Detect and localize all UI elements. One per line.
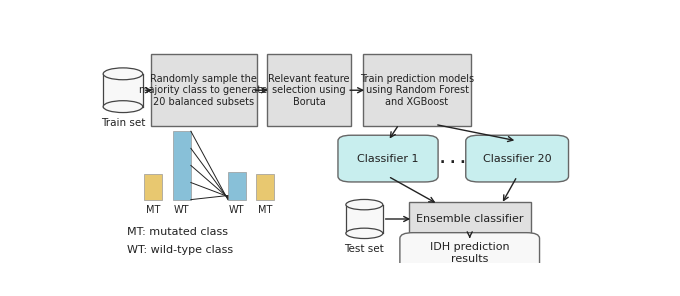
Text: WT: WT xyxy=(174,205,190,215)
Text: Test set: Test set xyxy=(345,244,384,254)
Text: MT: MT xyxy=(146,205,160,215)
FancyBboxPatch shape xyxy=(103,74,143,107)
FancyBboxPatch shape xyxy=(409,202,530,236)
Text: WT: wild-type class: WT: wild-type class xyxy=(127,245,233,255)
Text: Randomly sample the
majority class to generate
20 balanced subsets: Randomly sample the majority class to ge… xyxy=(139,74,268,107)
Text: Classifier 1: Classifier 1 xyxy=(357,154,419,164)
Text: Train prediction models
using Random Forest
and XGBoost: Train prediction models using Random For… xyxy=(360,74,474,107)
Text: Ensemble classifier: Ensemble classifier xyxy=(416,214,524,224)
Text: Classifier 20: Classifier 20 xyxy=(483,154,551,164)
Ellipse shape xyxy=(346,200,383,210)
Text: MT: MT xyxy=(258,205,273,215)
Ellipse shape xyxy=(346,228,383,239)
FancyBboxPatch shape xyxy=(362,54,471,126)
Text: IDH prediction
results: IDH prediction results xyxy=(430,242,509,264)
Text: . . .: . . . xyxy=(440,152,465,165)
Bar xyxy=(144,174,163,200)
FancyBboxPatch shape xyxy=(267,54,352,126)
Text: WT: WT xyxy=(229,205,245,215)
Ellipse shape xyxy=(103,101,143,112)
Text: Train set: Train set xyxy=(101,118,145,128)
FancyBboxPatch shape xyxy=(400,233,539,274)
Ellipse shape xyxy=(103,68,143,80)
FancyBboxPatch shape xyxy=(338,135,438,182)
Bar xyxy=(173,131,191,200)
Bar xyxy=(256,174,274,200)
Text: MT: mutated class: MT: mutated class xyxy=(127,226,228,237)
FancyBboxPatch shape xyxy=(466,135,568,182)
Bar xyxy=(228,172,246,200)
Text: Relevant feature
selection using
Boruta: Relevant feature selection using Boruta xyxy=(268,74,350,107)
FancyBboxPatch shape xyxy=(150,54,256,126)
FancyBboxPatch shape xyxy=(346,205,383,233)
